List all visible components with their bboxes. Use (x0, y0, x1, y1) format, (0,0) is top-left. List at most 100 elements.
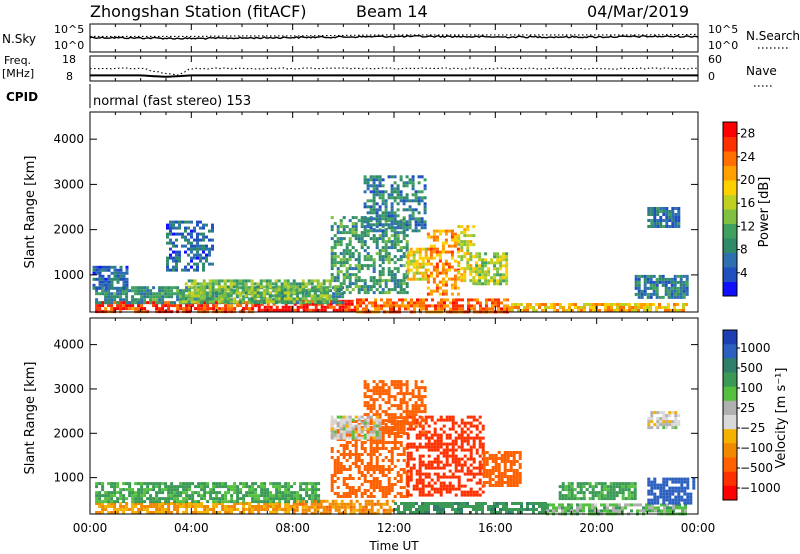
velocity-cell (176, 494, 180, 498)
velocity-cell (654, 509, 657, 513)
power-cell (205, 247, 208, 251)
velocity-cell (336, 450, 340, 453)
velocity-cell (336, 432, 340, 435)
power-cell (166, 223, 169, 227)
power-cell (101, 286, 105, 290)
power-cell (344, 305, 348, 309)
velocity-cell (143, 500, 147, 504)
power-cell (387, 288, 391, 292)
velocity-cell (342, 418, 346, 422)
power-cell (345, 225, 349, 229)
power-cell (446, 298, 449, 302)
power-cell (190, 229, 193, 233)
power-cell (435, 262, 439, 266)
power-cell (374, 301, 377, 305)
power-cell (661, 283, 665, 287)
velocity-cell (287, 500, 291, 504)
velocity-cell (194, 491, 198, 495)
velocity-cell (460, 493, 464, 497)
power-cell (348, 258, 352, 262)
power-cell (360, 267, 364, 271)
velocity-cell (497, 457, 501, 460)
power-cell (302, 305, 306, 309)
velocity-cell (651, 506, 654, 510)
power-cell (178, 300, 182, 304)
power-cell (95, 268, 99, 272)
velocity-cell (292, 505, 296, 509)
power-cell (390, 243, 394, 247)
velocity-cell (215, 497, 219, 501)
power-cell (196, 288, 200, 292)
power-cell (268, 300, 272, 304)
velocity-cell (606, 506, 609, 510)
power-cell (460, 231, 464, 235)
velocity-cell (295, 505, 299, 509)
velocity-cell (134, 500, 138, 504)
velocity-cell (360, 492, 364, 495)
power-cell (92, 268, 96, 272)
power-cell (402, 217, 406, 221)
power-cell (322, 294, 326, 298)
power-cell (259, 300, 263, 304)
power-cell (360, 285, 364, 289)
velocity-cell (384, 392, 388, 396)
velocity-cell (415, 469, 419, 473)
velocity-cell (348, 427, 352, 431)
velocity-cell (482, 457, 486, 460)
velocity-cell (399, 398, 403, 402)
power-cell (676, 303, 679, 306)
power-cell (662, 213, 666, 216)
velocity-cell (505, 508, 508, 511)
power-cell (172, 226, 175, 230)
velocity-cell (343, 505, 347, 509)
power-cell (146, 295, 150, 299)
power-cell (637, 309, 640, 312)
power-cell (366, 181, 370, 185)
velocity-cell (98, 494, 102, 498)
power-cell (664, 277, 668, 281)
velocity-cell (203, 508, 207, 511)
velocity-cell (657, 509, 660, 513)
power-cell (405, 181, 409, 185)
power-cell (366, 223, 370, 227)
power-cell (496, 267, 500, 271)
velocity-cell (245, 502, 249, 505)
power-cell (369, 229, 373, 233)
velocity-cell (388, 511, 392, 515)
power-cell (125, 286, 129, 290)
power-cell (223, 291, 227, 295)
power-cell (650, 225, 654, 228)
power-cell (218, 307, 222, 311)
velocity-cell (423, 419, 427, 423)
velocity-cell (427, 502, 430, 505)
power-cell (466, 261, 470, 265)
velocity-cell (367, 508, 371, 512)
velocity-cell (372, 450, 376, 453)
power-cell (196, 256, 199, 260)
velocity-cell (541, 511, 544, 514)
velocity-cell (463, 460, 467, 464)
velocity-cell (497, 484, 501, 487)
power-cell (647, 219, 651, 222)
velocity-cell (518, 451, 522, 454)
power-cell (199, 220, 202, 224)
velocity-cell (290, 497, 294, 501)
power-cell (265, 288, 269, 292)
velocity-cell (354, 424, 358, 428)
velocity-cell (313, 505, 317, 509)
velocity-cell (418, 472, 422, 476)
power-cell (357, 279, 361, 283)
power-cell (511, 306, 514, 309)
velocity-cell (399, 453, 403, 456)
velocity-cell (463, 448, 467, 452)
velocity-cell (366, 407, 370, 411)
velocity-cell (290, 505, 294, 508)
velocity-cell (275, 497, 279, 501)
velocity-cell (305, 491, 309, 495)
power-cell (357, 240, 361, 244)
velocity-cell (358, 511, 362, 515)
power-cell (372, 223, 376, 227)
velocity-cell (342, 415, 346, 419)
power-cell (637, 274, 641, 278)
velocity-cell (272, 508, 276, 511)
